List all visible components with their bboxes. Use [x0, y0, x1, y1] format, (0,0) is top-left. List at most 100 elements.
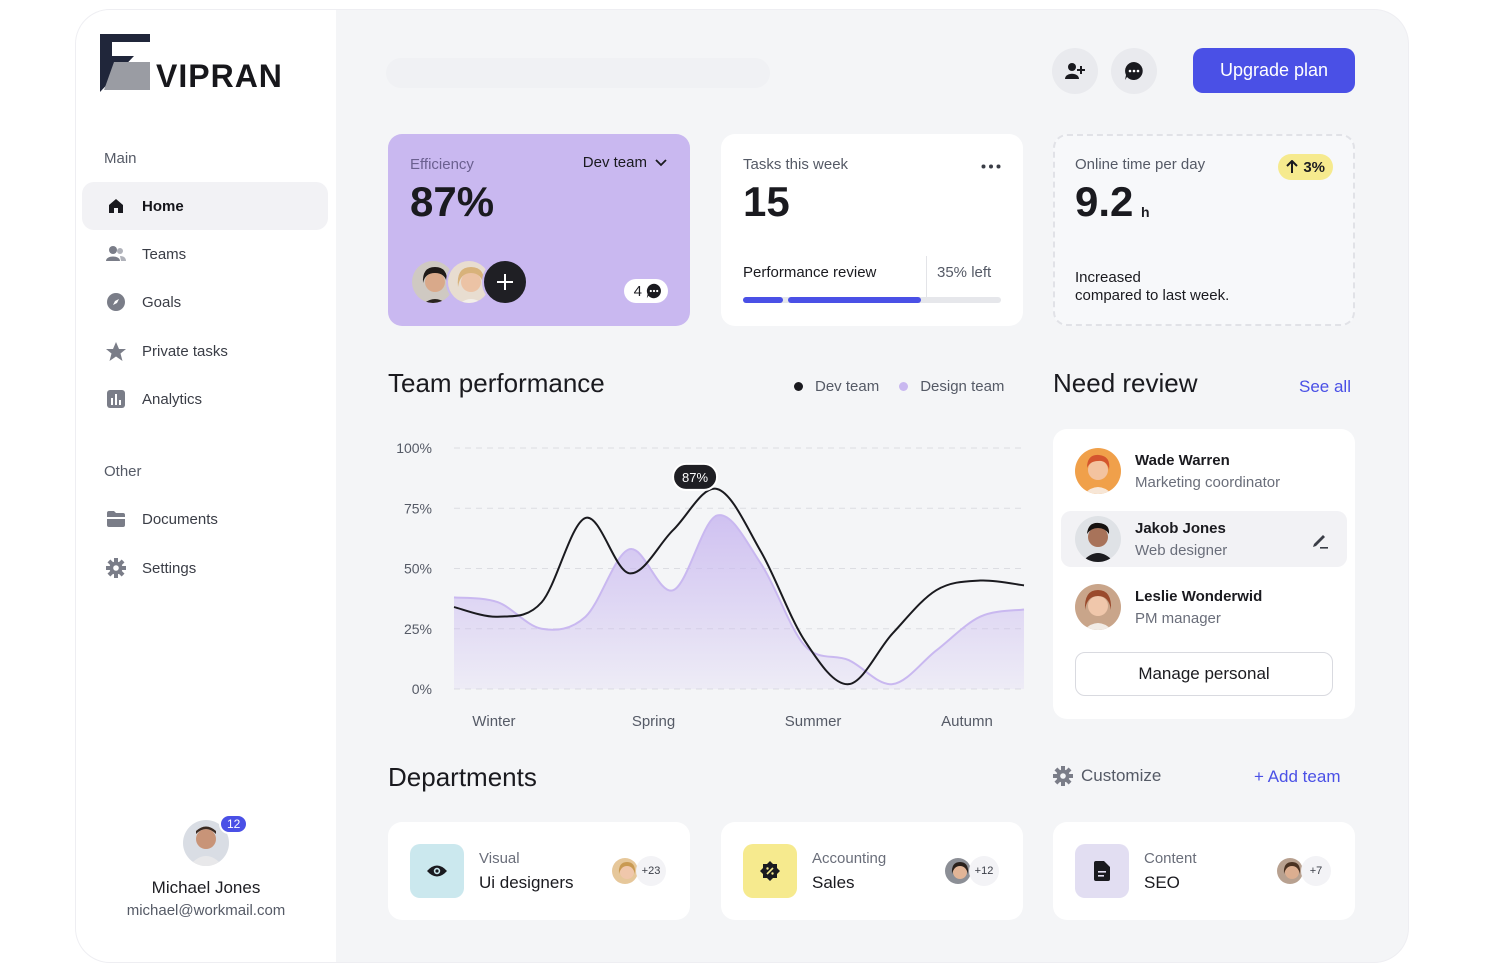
compass-icon: [106, 292, 126, 312]
logo[interactable]: VIPRAN: [100, 34, 283, 94]
y-tick-label: 25%: [404, 621, 432, 637]
comments-count: 4: [633, 282, 642, 300]
sidebar-item-settings[interactable]: Settings: [82, 544, 328, 592]
manage-personal-button[interactable]: Manage personal: [1075, 652, 1333, 696]
online-time-unit: h: [1141, 204, 1150, 220]
add-team-link[interactable]: + Add team: [1254, 767, 1341, 786]
sidebar-item-goals[interactable]: Goals: [82, 278, 328, 326]
design-team-area: [454, 515, 1024, 689]
efficiency-card[interactable]: Efficiency Dev team 87% 4: [388, 134, 690, 326]
departments-title: Departments: [388, 762, 537, 792]
performance-review-label: Performance review: [743, 264, 877, 281]
online-note-line1: Increased: [1075, 269, 1141, 286]
search-bar-placeholder[interactable]: [386, 58, 770, 88]
department-card[interactable]: Accounting Sales +12: [721, 822, 1023, 920]
nav-section-other: Other: [104, 463, 142, 480]
review-person-name: Jakob Jones: [1135, 519, 1226, 537]
y-tick-label: 0%: [412, 681, 432, 697]
brand-name: VIPRAN: [156, 58, 283, 94]
department-card[interactable]: Visual Ui designers +23: [388, 822, 690, 920]
progress-left-label: 35% left: [937, 264, 992, 281]
logo-mark-icon: [100, 34, 150, 92]
review-person-role: Web designer: [1135, 541, 1228, 559]
review-person-row[interactable]: Jakob Jones Web designer: [1061, 511, 1347, 567]
sidebar-item-documents[interactable]: Documents: [82, 495, 328, 543]
review-person-row[interactable]: Wade Warren Marketing coordinator: [1061, 443, 1347, 499]
chart-tooltip-label: 87%: [682, 470, 708, 485]
avatar: [446, 259, 492, 305]
profile-email: michael@workmail.com: [126, 902, 286, 919]
avatar: [183, 820, 229, 866]
review-person-role: PM manager: [1135, 609, 1221, 627]
team-performance-chart[interactable]: 100% 75% 50% 25% 0% 87% Winter Spring Summer Autu…: [376, 424, 1036, 734]
sidebar-item-analytics[interactable]: Analytics: [82, 375, 328, 423]
department-category: Accounting: [812, 850, 887, 867]
department-category: Content: [1144, 850, 1197, 867]
x-tick-label: Autumn: [941, 713, 993, 730]
department-category: Visual: [479, 850, 520, 867]
customize-button[interactable]: Customize: [1053, 766, 1161, 786]
design-team-line: [453, 514, 1025, 686]
plus-icon: [497, 274, 513, 290]
gear-icon: [1053, 766, 1073, 786]
department-card[interactable]: Content SEO +7: [1053, 822, 1355, 920]
discount-icon: [743, 844, 797, 898]
app-frame: VIPRAN Main Home Teams Goals Private tas…: [76, 10, 1408, 962]
performance-progress-bar: [743, 297, 1001, 303]
department-member-count: +7: [1301, 856, 1331, 886]
add-member-button[interactable]: [482, 259, 528, 305]
legend-dot-dev: [794, 382, 803, 391]
sidebar-item-label: Documents: [142, 510, 218, 528]
tasks-card[interactable]: Tasks this week 15 Performance review 35…: [721, 134, 1023, 326]
tasks-label: Tasks this week: [743, 156, 849, 173]
folder-icon: [106, 509, 126, 529]
sidebar-item-private-tasks[interactable]: Private tasks: [82, 327, 328, 375]
need-review-title: Need review: [1053, 368, 1198, 398]
progress-fill: [743, 297, 783, 303]
review-person-row[interactable]: Leslie Wonderwid PM manager: [1061, 579, 1347, 635]
chevron-down-icon: [655, 158, 667, 166]
department-name: Sales: [812, 873, 855, 892]
chart-tooltip: [672, 462, 719, 491]
sidebar-item-label: Settings: [142, 559, 197, 577]
chat-icon: [646, 283, 661, 299]
upgrade-plan-button[interactable]: Upgrade plan: [1193, 48, 1355, 93]
avatar: [1275, 856, 1305, 886]
online-time-card[interactable]: Online time per day 3% 9.2 h Increased c…: [1053, 134, 1355, 326]
arrow-up-icon: [1286, 160, 1299, 173]
chat-icon: [1125, 62, 1143, 80]
y-tick-label: 100%: [396, 440, 432, 456]
avatar: [943, 856, 973, 886]
sidebar-item-teams[interactable]: Teams: [82, 230, 328, 278]
messages-button[interactable]: [1111, 48, 1157, 94]
review-card: Wade Warren Marketing coordinator Jakob …: [1053, 429, 1355, 719]
department-members: +12: [943, 856, 999, 886]
user-profile[interactable]: 12 Michael Jones michael@workmail.com: [76, 814, 336, 919]
sidebar-item-label: Home: [142, 197, 184, 215]
department-name: SEO: [1144, 873, 1180, 892]
more-options-icon[interactable]: [981, 164, 1001, 169]
see-all-link[interactable]: See all: [1299, 377, 1351, 396]
star-icon: [106, 341, 126, 361]
comments-badge[interactable]: 4: [623, 279, 668, 303]
change-badge: 3%: [1278, 154, 1333, 180]
department-member-count: +12: [969, 856, 999, 886]
edit-icon[interactable]: [1311, 531, 1329, 549]
team-dropdown[interactable]: Dev team: [583, 154, 668, 171]
efficiency-label: Efficiency: [410, 156, 474, 173]
progress-divider: [926, 256, 927, 300]
legend-dev-team: Dev team: [815, 378, 880, 395]
team-avatars: [410, 259, 528, 305]
sidebar-item-label: Goals: [142, 293, 182, 311]
users-icon: [106, 244, 126, 264]
sidebar-item-home[interactable]: Home: [82, 182, 328, 230]
sidebar-item-label: Analytics: [142, 390, 203, 408]
customize-label: Customize: [1081, 766, 1162, 785]
add-user-button[interactable]: [1052, 48, 1098, 94]
x-tick-label: Summer: [785, 713, 842, 730]
department-members: +7: [1275, 856, 1331, 886]
online-time-value: 9.2: [1075, 178, 1134, 225]
x-tick-label: Spring: [632, 713, 675, 730]
legend-design-team: Design team: [920, 378, 1005, 395]
chart-icon: [106, 389, 126, 409]
